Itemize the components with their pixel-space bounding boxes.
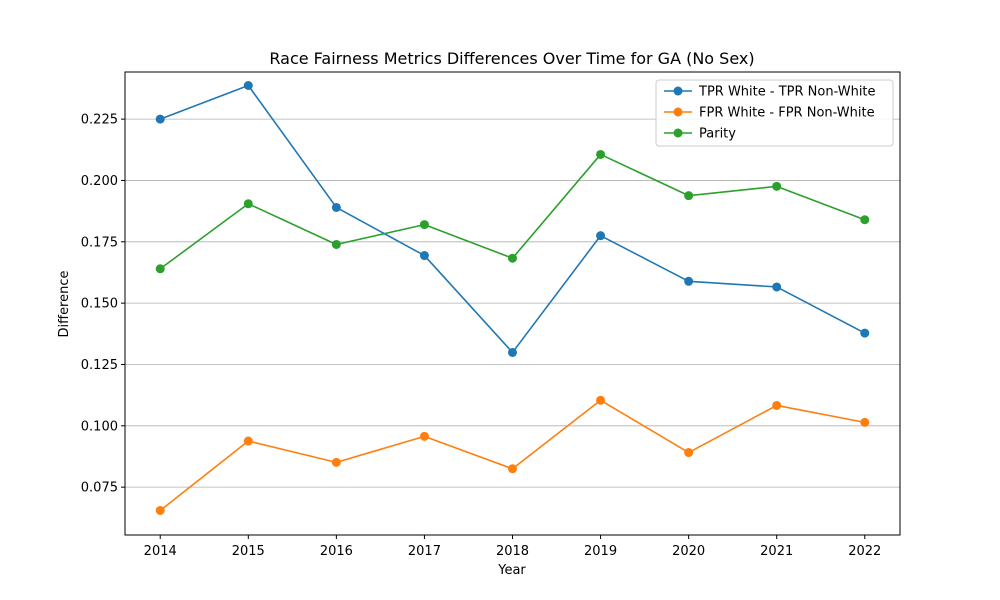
data-point [243, 436, 253, 446]
legend-swatch-marker [673, 107, 683, 117]
data-point [331, 202, 341, 212]
data-point [772, 181, 782, 191]
data-point [331, 457, 341, 467]
series-3 [155, 149, 870, 274]
legend-label: FPR White - FPR Non-White [699, 106, 875, 121]
y-axis: 0.075 0.100 0.125 0.150 0.175 0.200 0.225 [81, 113, 125, 496]
x-tick-label: 2019 [584, 544, 617, 559]
data-point [419, 251, 429, 261]
x-tick-label: 2018 [496, 544, 529, 559]
y-axis-title: Difference [57, 270, 72, 337]
data-point [860, 328, 870, 338]
x-tick-label: 2021 [760, 544, 793, 559]
legend-box [655, 79, 894, 147]
data-point [596, 149, 606, 159]
data-point [419, 220, 429, 230]
legend-swatch-marker [673, 128, 683, 138]
x-tick-label: 2022 [848, 544, 881, 559]
data-point [243, 80, 253, 90]
data-point [596, 395, 606, 405]
data-point [508, 253, 517, 263]
data-point [155, 264, 165, 274]
y-tick-label: 0.175 [81, 235, 118, 250]
series-2 [155, 395, 870, 515]
data-point [860, 215, 870, 225]
y-tick-label: 0.125 [81, 358, 118, 373]
data-point [419, 431, 429, 441]
legend-item: TPR White - TPR Non-White [664, 85, 876, 100]
data-point [508, 347, 517, 357]
legend: TPR White - TPR Non-White FPR White - FPR… [655, 79, 894, 147]
data-point [860, 417, 870, 427]
x-axis-title: Year [497, 563, 526, 578]
legend-swatch-marker [673, 86, 683, 96]
series-line [159, 399, 865, 512]
chart-title: Race Fairness Metrics Differences Over T… [269, 49, 754, 68]
data-point [155, 114, 165, 124]
data-point [596, 231, 606, 241]
data-point [684, 276, 694, 286]
data-point [331, 239, 341, 249]
legend-label: Parity [699, 127, 736, 142]
legend-item: FPR White - FPR Non-White [664, 106, 875, 121]
y-tick-label: 0.225 [81, 113, 118, 128]
y-tick-label: 0.150 [81, 297, 118, 312]
x-tick-label: 2014 [144, 544, 177, 559]
data-point [772, 400, 782, 410]
series-layer [155, 80, 870, 515]
legend-item: Parity [664, 127, 736, 142]
data-point [772, 282, 782, 292]
series-1 [155, 80, 870, 357]
x-axis: 2014 2015 2016 2017 2018 2019 2020 2021 2022 [144, 535, 881, 559]
data-point [508, 464, 517, 474]
series-line [159, 153, 866, 270]
grid-lines [125, 118, 900, 488]
x-tick-label: 2017 [408, 544, 441, 559]
data-point [684, 191, 694, 201]
data-point [155, 505, 165, 515]
y-tick-label: 0.075 [81, 481, 118, 496]
y-tick-label: 0.100 [81, 419, 118, 434]
x-tick-label: 2020 [672, 544, 705, 559]
x-tick-label: 2015 [232, 544, 265, 559]
x-tick-label: 2016 [320, 544, 353, 559]
data-point [243, 199, 253, 209]
legend-label: TPR White - TPR Non-White [698, 85, 876, 100]
data-point [684, 448, 694, 458]
y-tick-label: 0.200 [81, 174, 118, 189]
